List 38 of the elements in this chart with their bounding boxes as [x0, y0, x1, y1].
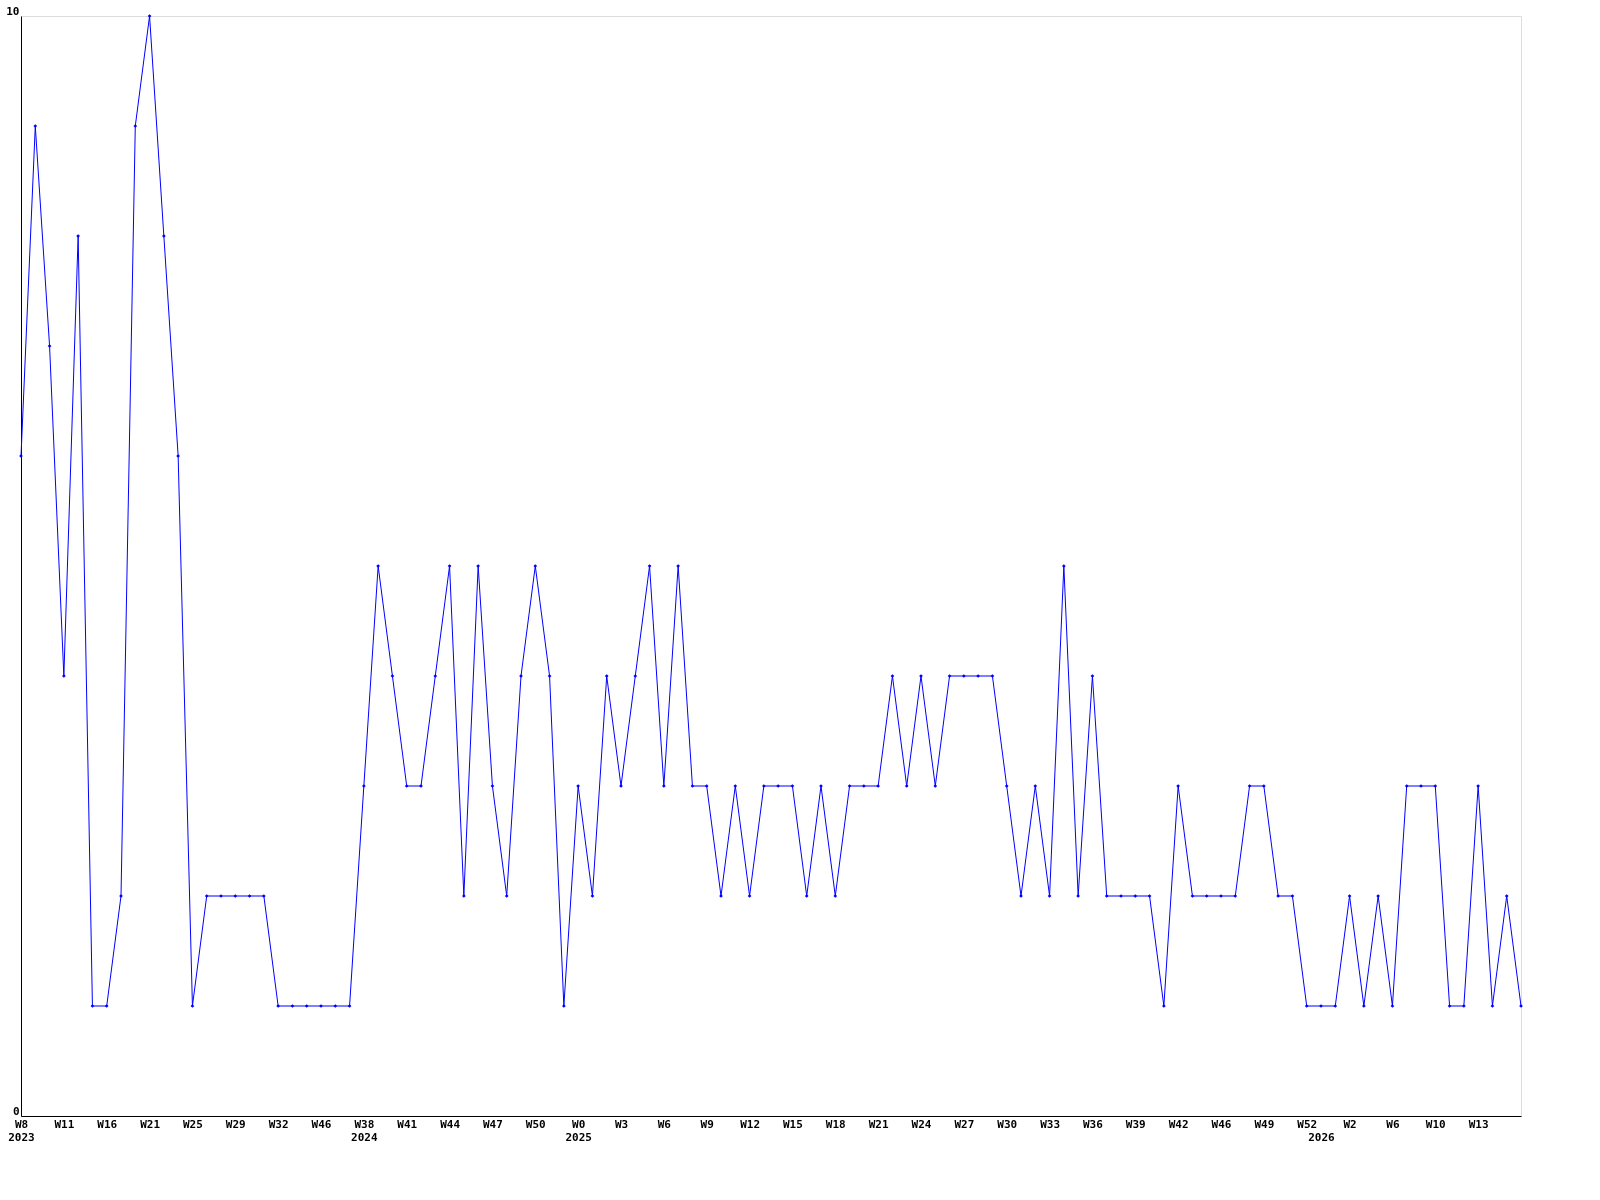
x-tick-label: W30 — [997, 1117, 1018, 1131]
x-tick-label: W52 — [1297, 1117, 1318, 1131]
x-tick-label: W21 — [868, 1117, 889, 1131]
x-tick-label: W12 — [740, 1117, 761, 1131]
x-tick-label: W47 — [482, 1117, 503, 1131]
x-tick-label: 2026 — [1308, 1130, 1336, 1144]
x-tick-label: W16 — [97, 1117, 118, 1131]
x-tick-label: W8 2023 — [8, 1117, 35, 1144]
x-tick-label: W32 — [268, 1117, 289, 1131]
x-tick-label: W6 — [1386, 1117, 1400, 1131]
x-tick-label: W15 — [782, 1117, 803, 1131]
x-tick-label: W42 — [1168, 1117, 1189, 1131]
x-tick-label: W29 — [225, 1117, 246, 1131]
x-tick-label: W27 — [954, 1117, 975, 1131]
x-tick-label: W36 — [1082, 1117, 1104, 1131]
x-tick-label: W0 2025 — [565, 1117, 592, 1144]
x-tick-label: W3 — [614, 1117, 629, 1131]
x-tick-label: W13 — [1468, 1117, 1489, 1131]
x-tick-label: W33 — [1040, 1117, 1061, 1131]
y-tick-label: 10 — [6, 4, 20, 18]
x-tick-label: W38 2024 — [351, 1117, 378, 1144]
x-tick-label: W39 — [1125, 1117, 1146, 1131]
x-tick-label: W9 — [700, 1117, 714, 1131]
y-tick-label: 0 — [12, 1104, 20, 1118]
x-tick-label: W44 — [440, 1117, 461, 1131]
x-tick-label: W49 — [1254, 1117, 1275, 1131]
x-tick-label: W25 — [182, 1117, 203, 1131]
x-tick-label: W10 — [1425, 1117, 1446, 1131]
x-tick-label: W21 — [140, 1117, 161, 1131]
x-tick-label: W24 — [911, 1117, 932, 1131]
x-tick-label: W6 — [657, 1117, 672, 1131]
x-tick-label: W18 — [825, 1117, 846, 1131]
x-tick-label: W2 — [1343, 1117, 1357, 1131]
x-tick-label: W41 — [397, 1117, 418, 1131]
x-tick-label: W50 — [525, 1117, 546, 1131]
x-tick-label: W46 — [311, 1117, 332, 1131]
x-tick-label: W11 — [54, 1117, 75, 1131]
x-tick-label: W46 — [1211, 1117, 1232, 1131]
